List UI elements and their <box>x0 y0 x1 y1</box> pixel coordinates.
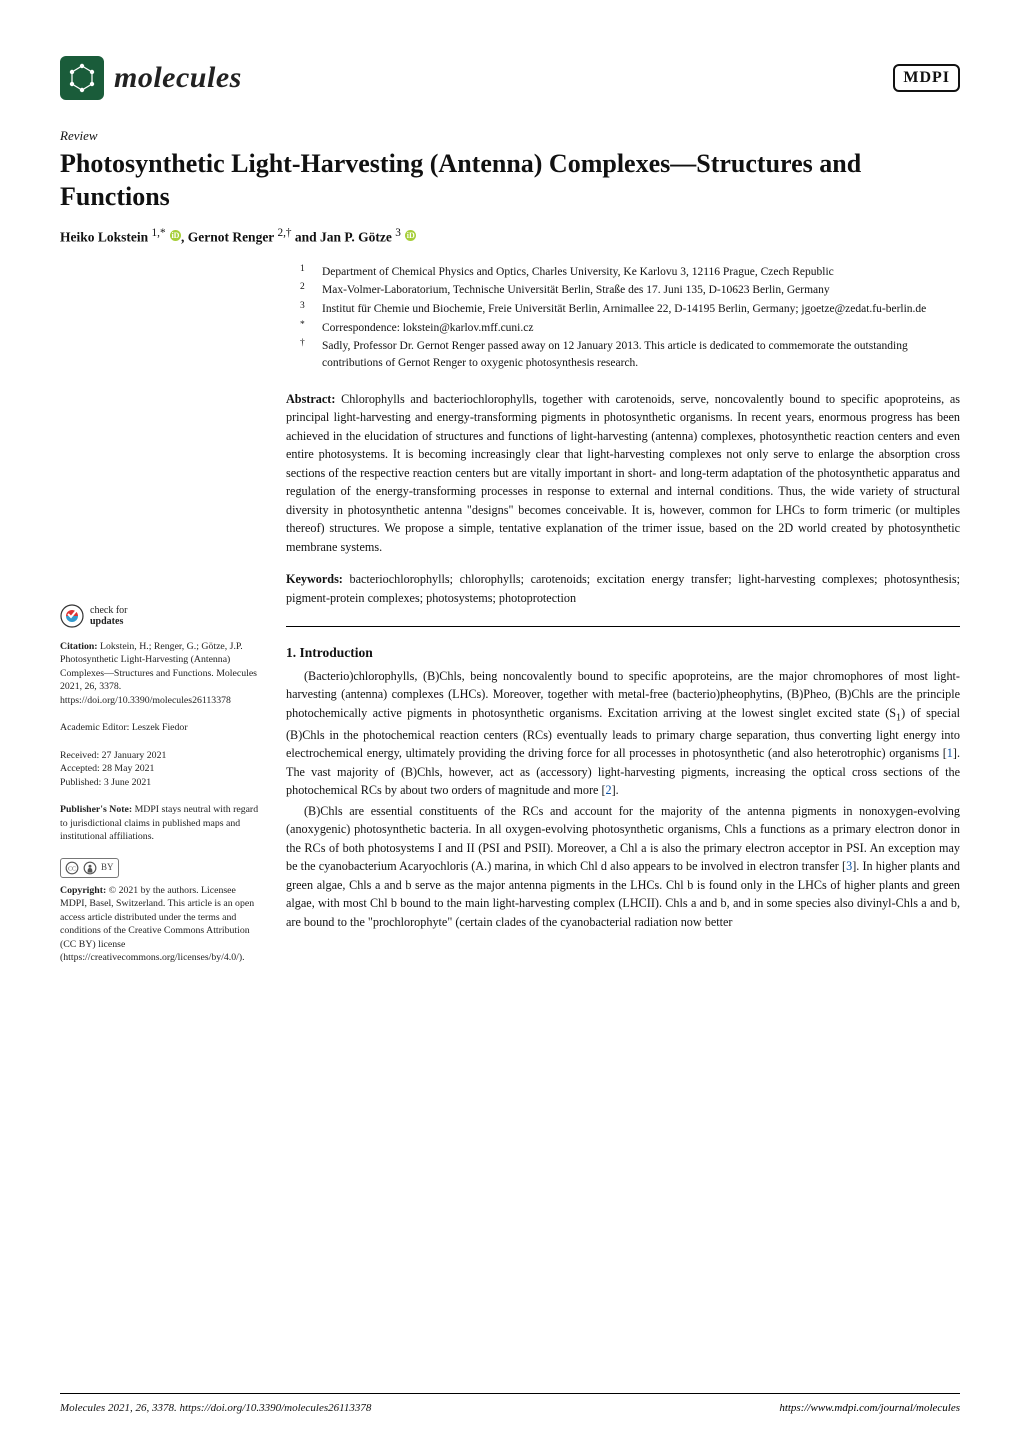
p1-d: ]. <box>612 783 619 797</box>
orcid-icon[interactable]: iD <box>170 230 181 241</box>
academic-editor-label: Academic Editor: <box>60 722 129 733</box>
sidebar-publishers-note: Publisher's Note: MDPI stays neutral wit… <box>60 803 260 844</box>
sidebar-dates: Received: 27 January 2021 Accepted: 28 M… <box>60 749 260 790</box>
section-1-body: (Bacterio)chlorophylls, (B)Chls, being n… <box>286 667 960 932</box>
academic-editor-text: Leszek Fiedor <box>129 722 187 733</box>
affil-text: Correspondence: lokstein@karlov.mff.cuni… <box>322 320 533 337</box>
author-3-marks: 3 <box>395 227 401 239</box>
copyright-text: © 2021 by the authors. Licensee MDPI, Ba… <box>60 885 254 964</box>
affil-num: † <box>300 337 312 370</box>
check-updates-line1: check for <box>90 605 127 616</box>
publisher-logo: MDPI <box>893 64 960 92</box>
sidebar-citation: Citation: Lokstein, H.; Renger, G.; Götz… <box>60 640 260 708</box>
author-2: Gernot Renger <box>188 230 274 245</box>
affil-num: 2 <box>300 281 312 298</box>
footer-left: Molecules 2021, 26, 3378. https://doi.or… <box>60 1402 371 1414</box>
received-label: Received: <box>60 750 99 761</box>
section-divider <box>286 626 960 627</box>
dedication-row: † Sadly, Professor Dr. Gernot Renger pass… <box>300 338 960 371</box>
check-updates-text: check for updates <box>90 605 127 627</box>
affil-text: Institut für Chemie und Biochemie, Freie… <box>322 301 926 318</box>
check-updates-line2: updates <box>90 616 123 627</box>
published-label: Published: <box>60 777 101 788</box>
abstract-text: Chlorophylls and bacteriochlorophylls, t… <box>286 392 960 554</box>
molecule-icon <box>67 63 97 93</box>
citation-label: Citation: <box>60 641 98 652</box>
affiliation-row: 3 Institut für Chemie und Biochemie, Frei… <box>300 301 960 318</box>
sidebar: check for updates Citation: Lokstein, H.… <box>60 264 260 979</box>
affil-text: Max-Volmer-Laboratorium, Technische Univ… <box>322 282 830 299</box>
author-1: Heiko Lokstein <box>60 230 148 245</box>
by-label: BY <box>101 861 114 873</box>
orcid-icon[interactable]: iD <box>405 230 416 241</box>
footer-right: https://www.mdpi.com/journal/molecules <box>779 1402 960 1414</box>
two-column-layout: check for updates Citation: Lokstein, H.… <box>60 264 960 979</box>
copyright-label: Copyright: <box>60 885 106 896</box>
check-updates-icon <box>60 604 84 628</box>
author-1-marks: 1,* <box>152 227 166 239</box>
page-footer: Molecules 2021, 26, 3378. https://doi.or… <box>60 1393 960 1414</box>
abstract: Abstract: Chlorophylls and bacteriochlor… <box>286 390 960 557</box>
publishers-note-label: Publisher's Note: <box>60 804 132 815</box>
check-for-updates[interactable]: check for updates <box>60 604 260 628</box>
published-text: 3 June 2021 <box>101 777 151 788</box>
affil-num: * <box>300 319 312 336</box>
affiliation-row: 2 Max-Volmer-Laboratorium, Technische Uni… <box>300 282 960 299</box>
section-1-heading: 1. Introduction <box>286 645 960 661</box>
paragraph-2: (B)Chls are essential constituents of th… <box>286 802 960 932</box>
author-line: Heiko Lokstein 1,* iD, Gernot Renger 2,†… <box>60 227 960 246</box>
correspondence-row: * Correspondence: lokstein@karlov.mff.cun… <box>300 320 960 337</box>
affil-text: Department of Chemical Physics and Optic… <box>322 264 834 281</box>
sidebar-spacer <box>60 264 260 604</box>
sidebar-academic-editor: Academic Editor: Leszek Fiedor <box>60 721 260 735</box>
paragraph-1: (Bacterio)chlorophylls, (B)Chls, being n… <box>286 667 960 800</box>
journal-brand: molecules <box>60 56 242 100</box>
abstract-label: Abstract: <box>286 392 335 406</box>
main-column: 1 Department of Chemical Physics and Opti… <box>286 264 960 979</box>
footer-journal-link[interactable]: https://www.mdpi.com/journal/molecules <box>779 1402 960 1414</box>
accepted-label: Accepted: <box>60 763 100 774</box>
keywords-label: Keywords: <box>286 572 343 586</box>
svg-text:CC: CC <box>68 866 76 872</box>
article-title: Photosynthetic Light-Harvesting (Antenna… <box>60 148 960 213</box>
keywords-text: bacteriochlorophylls; chlorophylls; caro… <box>286 572 960 605</box>
journal-logo-icon <box>60 56 104 100</box>
article-type: Review <box>60 128 960 144</box>
affil-num: 1 <box>300 263 312 280</box>
affiliation-row: 1 Department of Chemical Physics and Opti… <box>300 264 960 281</box>
sidebar-license: CC BY Copyright: © 2021 by the authors. … <box>60 858 260 965</box>
affil-text: Sadly, Professor Dr. Gernot Renger passe… <box>322 338 960 371</box>
accepted-text: 28 May 2021 <box>100 763 155 774</box>
author-2-marks: 2,† <box>277 227 291 239</box>
affiliations: 1 Department of Chemical Physics and Opti… <box>286 264 960 372</box>
keywords: Keywords: bacteriochlorophylls; chloroph… <box>286 570 960 607</box>
cc-by-badge-icon[interactable]: CC BY <box>60 858 119 878</box>
author-3: Jan P. Götze <box>320 230 392 245</box>
affil-num: 3 <box>300 300 312 317</box>
journal-name: molecules <box>114 61 242 95</box>
author-conj: and <box>295 230 320 245</box>
received-text: 27 January 2021 <box>99 750 166 761</box>
p1-a: (Bacterio)chlorophylls, (B)Chls, being n… <box>286 669 960 720</box>
page-header: molecules MDPI <box>60 56 960 100</box>
